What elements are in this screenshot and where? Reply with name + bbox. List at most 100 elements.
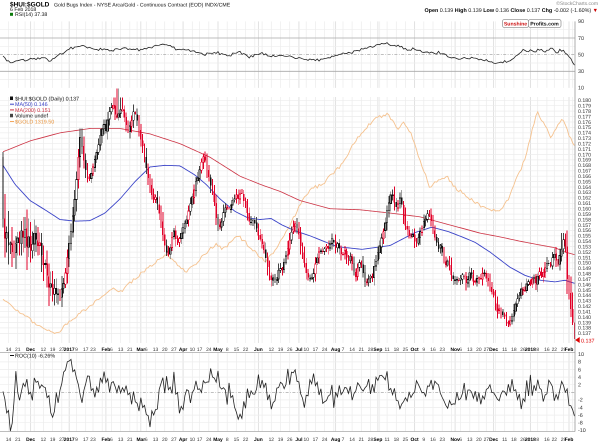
svg-text:2018: 2018 (525, 347, 536, 353)
svg-text:0.180: 0.180 (578, 98, 591, 104)
svg-text:Jun: Jun (254, 347, 263, 353)
svg-text:14: 14 (6, 347, 12, 353)
svg-text:Gold Bugs Index - NYSE Arca/Go: Gold Bugs Index - NYSE Arca/Gold - Conti… (54, 2, 231, 8)
svg-text:16: 16 (544, 347, 550, 353)
svg-text:Apr: Apr (179, 347, 188, 353)
svg-text:90: 90 (578, 19, 584, 25)
svg-text:19: 19 (278, 347, 284, 353)
svg-text:15: 15 (234, 437, 240, 443)
svg-text:8: 8 (536, 347, 539, 353)
svg-text:18: 18 (394, 437, 400, 443)
svg-text:12: 12 (41, 437, 47, 443)
svg-text:-4: -4 (578, 405, 583, 411)
svg-text:21: 21 (359, 347, 365, 353)
svg-text:0.147: 0.147 (578, 277, 591, 283)
svg-text:17: 17 (313, 437, 319, 443)
svg-text:21: 21 (359, 437, 365, 443)
svg-text:May: May (213, 347, 223, 353)
svg-text:Volume undef: Volume undef (15, 114, 48, 120)
svg-text:23: 23 (439, 437, 445, 443)
svg-text:0.137: 0.137 (578, 331, 591, 337)
svg-text:21: 21 (127, 437, 133, 443)
svg-text:8: 8 (536, 437, 539, 443)
svg-text:17: 17 (83, 347, 89, 353)
svg-text:0.174: 0.174 (578, 131, 591, 137)
svg-text:29: 29 (561, 437, 567, 443)
svg-text:17: 17 (197, 347, 203, 353)
svg-text:Sep: Sep (373, 347, 382, 353)
svg-text:0.157: 0.157 (578, 223, 591, 229)
svg-text:0.171: 0.171 (578, 147, 591, 153)
svg-text:Jul: Jul (295, 347, 303, 353)
svg-text:8: 8 (226, 437, 229, 443)
svg-text:0.161: 0.161 (578, 201, 591, 207)
svg-text:13: 13 (467, 347, 473, 353)
svg-text:26: 26 (287, 437, 293, 443)
svg-text:26: 26 (520, 437, 526, 443)
svg-text:2017: 2017 (64, 347, 75, 353)
svg-text:MA(50) 0.146: MA(50) 0.146 (15, 102, 48, 108)
svg-text:27: 27 (171, 437, 177, 443)
svg-text:0.164: 0.164 (578, 185, 591, 191)
svg-text:ROC(10) -6.26%: ROC(10) -6.26% (15, 354, 55, 360)
svg-text:Profits.com: Profits.com (530, 22, 559, 28)
svg-text:24: 24 (322, 347, 328, 353)
svg-text:0.152: 0.152 (578, 250, 591, 256)
svg-text:©StockCharts.com: ©StockCharts.com (556, 1, 598, 7)
svg-text:0.172: 0.172 (578, 142, 591, 148)
svg-text:27: 27 (171, 347, 177, 353)
svg-text:21: 21 (15, 347, 21, 353)
svg-text:0.156: 0.156 (578, 228, 591, 234)
svg-text:Feb: Feb (102, 437, 111, 443)
svg-text:0.140: 0.140 (578, 315, 591, 321)
svg-text:0.145: 0.145 (578, 288, 591, 294)
svg-text:25: 25 (403, 437, 409, 443)
svg-text:27: 27 (484, 437, 490, 443)
svg-text:13: 13 (153, 437, 159, 443)
svg-text:9: 9 (75, 347, 78, 353)
svg-text:22: 22 (552, 437, 558, 443)
svg-text:0.176: 0.176 (578, 120, 591, 126)
svg-text:9: 9 (422, 437, 425, 443)
svg-text:22: 22 (243, 437, 249, 443)
svg-text:May: May (213, 437, 223, 443)
svg-text:Dec: Dec (489, 437, 498, 443)
svg-text:$HUI:$GOLD (Daily) 0.137: $HUI:$GOLD (Daily) 0.137 (15, 96, 79, 102)
svg-text:20: 20 (476, 347, 482, 353)
svg-text:0.173: 0.173 (578, 136, 591, 142)
svg-text:-6: -6 (578, 413, 583, 419)
svg-text:27: 27 (484, 347, 490, 353)
svg-text:Aug: Aug (331, 347, 341, 353)
svg-text:0.149: 0.149 (578, 266, 591, 272)
svg-text:6 Feb 2018: 6 Feb 2018 (10, 7, 36, 13)
svg-text:0.179: 0.179 (578, 104, 591, 110)
svg-text:0.178: 0.178 (578, 109, 591, 115)
svg-text:Jun: Jun (254, 437, 263, 443)
svg-text:6: 6 (578, 367, 581, 373)
svg-text:-2: -2 (578, 398, 583, 404)
svg-text:18: 18 (394, 347, 400, 353)
svg-text:10: 10 (578, 86, 584, 92)
svg-text:10: 10 (190, 347, 196, 353)
svg-text:0.170: 0.170 (578, 152, 591, 158)
svg-text:9: 9 (75, 437, 78, 443)
svg-text:12: 12 (269, 437, 275, 443)
svg-text:0.166: 0.166 (578, 174, 591, 180)
svg-text:18: 18 (511, 347, 517, 353)
svg-text:0.154: 0.154 (578, 239, 591, 245)
svg-text:10: 10 (190, 437, 196, 443)
svg-text:16: 16 (544, 437, 550, 443)
svg-text:Dec: Dec (26, 437, 35, 443)
svg-text:Jul: Jul (295, 437, 303, 443)
svg-text:8: 8 (578, 360, 581, 366)
svg-text:$GOLD 1319.50: $GOLD 1319.50 (15, 120, 54, 126)
svg-text:24: 24 (206, 437, 212, 443)
svg-text:22: 22 (552, 347, 558, 353)
svg-text:28: 28 (368, 347, 374, 353)
svg-text:RSI(14) 37.38: RSI(14) 37.38 (15, 12, 47, 18)
svg-text:50: 50 (578, 52, 584, 58)
svg-text:Mar: Mar (136, 437, 145, 443)
svg-text:0.144: 0.144 (578, 293, 591, 299)
svg-text:21: 21 (127, 347, 133, 353)
svg-text:12: 12 (41, 347, 47, 353)
